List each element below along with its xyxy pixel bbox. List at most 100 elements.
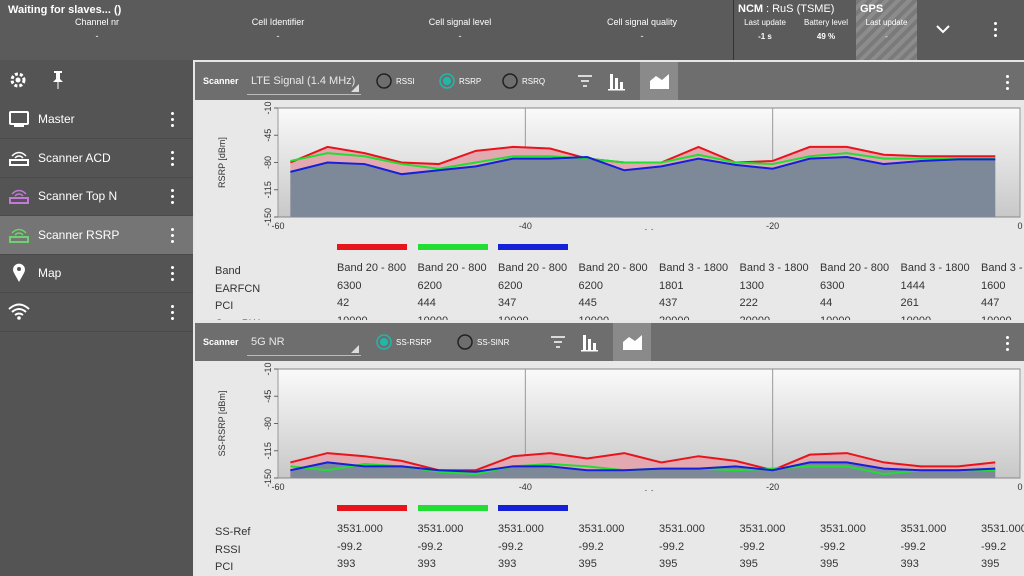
table-cell: -99.2 [498, 540, 524, 553]
table-cell: -99.2 [739, 540, 765, 553]
y-tick-label: -80 [263, 417, 273, 430]
sidebar-item[interactable]: Scanner RSRP [0, 215, 193, 255]
table-cell: 10000 [579, 315, 610, 321]
value: - [885, 32, 888, 41]
y-tick-label: -45 [263, 129, 273, 142]
column-label: Cell Identifier [251, 17, 305, 27]
radio-button[interactable] [375, 333, 393, 351]
line [290, 461, 996, 473]
column-value: - [640, 31, 644, 41]
table-cell: 6200 [417, 279, 442, 292]
table-cell: 1300 [739, 279, 764, 292]
menu-button[interactable] [171, 112, 175, 130]
x-tick-label: -40 [519, 482, 532, 491]
settings-icon[interactable] [10, 72, 26, 88]
table-cell: 20000 [740, 315, 771, 321]
table-cell: 3531.000 [337, 523, 383, 535]
column-label: Channel nr [74, 17, 120, 27]
table-cell: -99.2 [981, 540, 1007, 553]
item-icon [9, 228, 29, 243]
y-tick-label: -115 [263, 181, 273, 198]
column-value: - [95, 31, 99, 41]
table-cell: Band 3 - 1800 [900, 262, 970, 274]
table-cell: 3531.000 [417, 523, 464, 535]
table-cell: 10000 [820, 315, 851, 321]
sidebar-item[interactable]: Master [0, 100, 193, 139]
radio-button[interactable] [501, 72, 519, 90]
table-cell: 3531.000 [820, 523, 866, 535]
toolbar [551, 323, 651, 361]
menu-button[interactable] [171, 189, 175, 207]
gps-box[interactable]: GPS Last update - [856, 0, 917, 60]
x-axis-label: [s] [644, 489, 654, 491]
menu-button[interactable] [1006, 75, 1010, 93]
table-cell: Band 20 - 800 [337, 262, 407, 274]
line [290, 452, 996, 472]
sidebar-item[interactable]: Map [0, 254, 193, 293]
menu-button[interactable] [171, 266, 175, 284]
column-value: - [276, 31, 280, 41]
y-tick-label: -115 [263, 442, 273, 459]
table-cell: 393 [900, 558, 919, 570]
x-tick-label: -60 [271, 482, 284, 491]
status-title: Waiting for slaves... () [8, 4, 122, 16]
radio-button[interactable] [375, 72, 393, 90]
row-label: Band [215, 265, 241, 277]
x-tick-label: 0 [1017, 482, 1022, 491]
menu-button[interactable] [171, 304, 175, 323]
table-cell: 395 [578, 558, 597, 570]
table-cell: -99.2 [659, 540, 685, 553]
radio-label: RSSI [396, 77, 415, 86]
sidebar-item[interactable]: Scanner ACD [0, 139, 193, 178]
series-swatch [498, 505, 568, 511]
menu-button[interactable] [1006, 336, 1010, 354]
line [290, 152, 996, 170]
sidebar-item[interactable] [0, 293, 193, 332]
table-cell: Band 20 - 800 [417, 262, 487, 274]
y-tick-label: -150 [263, 208, 273, 226]
table-cell: -99.2 [578, 540, 604, 553]
table-cell: 3531.000 [659, 523, 705, 535]
value: 49 % [816, 32, 836, 41]
table-cell: 44 [820, 297, 833, 309]
table-cell: 6300 [820, 279, 845, 292]
panel-title: Scanner [203, 76, 239, 86]
ncm-label: NCM [738, 3, 764, 15]
row-label: SS-Ref [215, 526, 251, 538]
radio-label: RSRP [459, 77, 482, 86]
table-cell: 393 [417, 558, 436, 570]
expand-button[interactable] [917, 0, 970, 60]
table-cell: 6200 [498, 279, 523, 292]
wifi-icon [8, 303, 30, 320]
table-cell: 393 [337, 558, 356, 570]
item-icon [9, 189, 29, 204]
y-axis-label: SS-RSRP [dBm] [217, 391, 227, 457]
table-cell: 1444 [900, 279, 925, 292]
y-tick-label: -45 [263, 390, 273, 403]
sidebar-item[interactable]: Scanner Top N [0, 177, 193, 216]
table-cell: 445 [578, 297, 597, 309]
dropdown[interactable]: 5G NR [247, 329, 361, 356]
table-cell: 395 [739, 558, 758, 570]
table-cell: 3531.000 [498, 523, 544, 535]
sidebar-tools [10, 71, 63, 89]
radio-button[interactable] [438, 72, 456, 90]
table-cell: 10000 [498, 315, 529, 321]
pin-icon[interactable] [53, 71, 63, 89]
series-swatch [337, 244, 407, 250]
menu-button[interactable] [994, 22, 998, 40]
menu-button[interactable] [171, 150, 175, 169]
item-label: Scanner RSRP [38, 227, 120, 242]
panel-header: Scanner 5G NR SS-RSRP SS-SINR [195, 323, 1024, 361]
series-swatch [498, 244, 568, 250]
y-tick-label: -10 [263, 362, 273, 375]
ncm-box[interactable]: NCM : RuS (TSME) Last update -1 s Batter… [733, 0, 857, 60]
table-cell: 393 [498, 558, 517, 570]
radio-button[interactable] [456, 333, 474, 351]
dropdown[interactable]: LTE Signal (1.4 MHz) [247, 68, 361, 95]
top-bar: Waiting for slaves... () Channel nr - Cell… [0, 0, 1024, 60]
y-tick-label: -10 [263, 101, 273, 114]
scanner-panel: Scanner LTE Signal (1.4 MHz) RSSI RSRP RSRQ -… [195, 62, 1024, 320]
menu-button[interactable] [171, 227, 175, 246]
